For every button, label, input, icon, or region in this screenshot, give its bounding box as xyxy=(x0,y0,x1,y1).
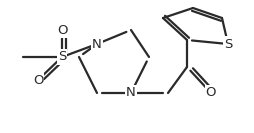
Text: O: O xyxy=(57,24,67,36)
Text: N: N xyxy=(92,38,102,51)
Text: S: S xyxy=(224,38,232,51)
Text: O: O xyxy=(206,86,216,99)
Text: N: N xyxy=(126,86,136,99)
Text: S: S xyxy=(58,51,66,63)
Text: O: O xyxy=(33,74,43,86)
